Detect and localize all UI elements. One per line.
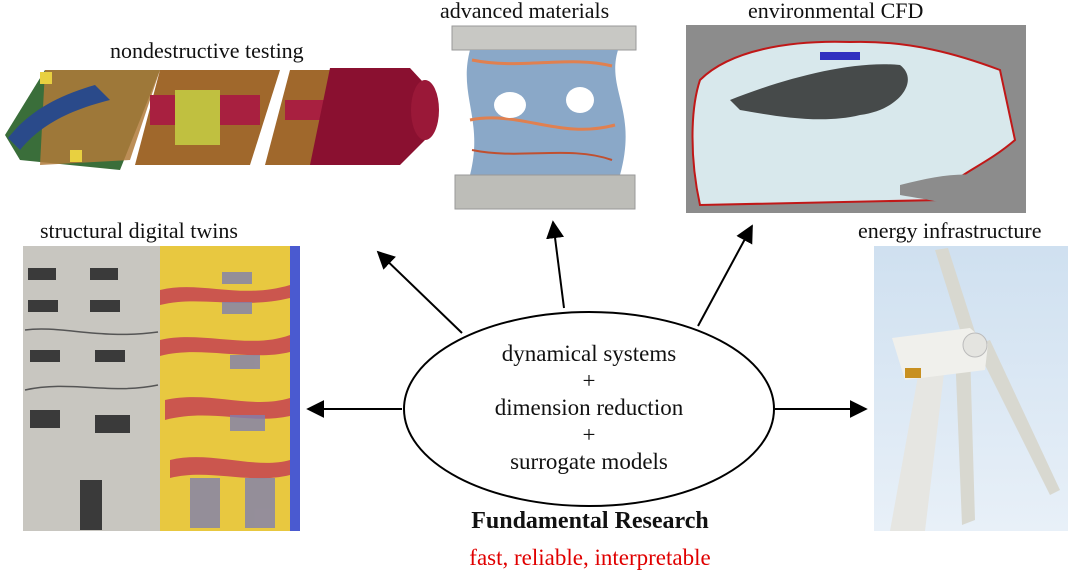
footer-title: Fundamental Research: [471, 508, 709, 534]
environmental-cfd-image: [686, 25, 1026, 213]
arrow-to-nondestructive-testing: [376, 250, 463, 334]
arrow-to-environmental-cfd: [697, 224, 753, 327]
label-nondestructive-testing: nondestructive testing: [110, 38, 304, 63]
label-energy-infrastructure: energy infrastructure: [858, 218, 1042, 243]
label-advanced-materials: advanced materials: [440, 0, 610, 23]
label-structural-digital-twins: structural digital twins: [40, 218, 238, 243]
concept-dynamical-systems: dynamical systems: [501, 341, 677, 366]
nondestructive-testing-image: [5, 68, 439, 170]
plus-sign: +: [582, 368, 596, 393]
arrow-to-advanced-materials: [546, 220, 565, 309]
concept-surrogate-models: surrogate models: [510, 449, 668, 474]
label-environmental-cfd: environmental CFD: [748, 0, 924, 23]
advanced-materials-image: [451, 25, 637, 210]
concept-dimension-reduction: dimension reduction: [494, 395, 684, 420]
structural-digital-twins-image: [23, 246, 300, 531]
central-ellipse: [403, 311, 775, 507]
central-concepts: dynamical systems + dimension reduction …: [469, 340, 709, 475]
energy-infrastructure-image: [874, 246, 1068, 531]
footer-subtitle: fast, reliable, interpretable: [469, 545, 711, 570]
plus-sign: +: [582, 422, 596, 447]
